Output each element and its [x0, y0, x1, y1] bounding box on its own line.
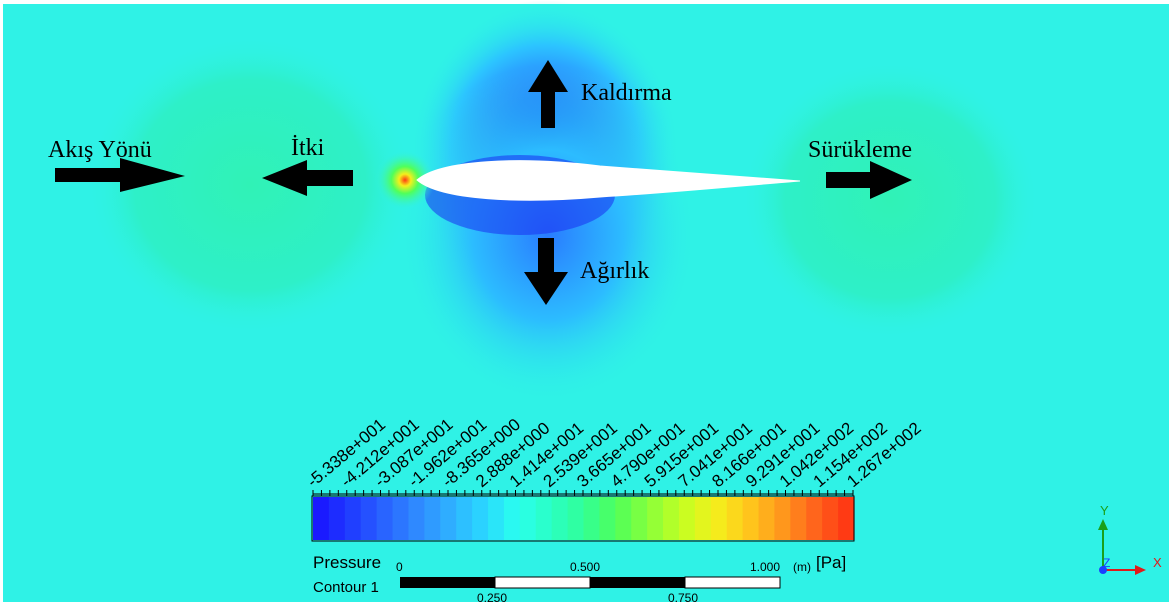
z-axis-point — [1099, 566, 1107, 574]
length-scale-bar: 0 0.500 1.000 (m) 0.250 0.750 — [396, 560, 811, 605]
legend-color-band — [344, 497, 362, 540]
legend-minor-ticks — [312, 490, 854, 496]
scale-label-end: 1.000 — [750, 560, 780, 574]
lift-arrow — [528, 60, 568, 128]
label-flow-direction: Akış Yönü — [48, 137, 152, 163]
suction-region-bottom — [398, 65, 698, 405]
legend-color-band — [806, 497, 823, 540]
legend-bar-frame — [311, 495, 855, 542]
legend-color-band — [710, 497, 728, 540]
airfoil — [416, 160, 801, 201]
z-axis-label: Z — [1103, 556, 1110, 570]
legend-color-band — [519, 497, 537, 540]
legend-color-band — [376, 497, 394, 540]
legend-color-band — [583, 497, 601, 540]
legend-color-band — [503, 497, 521, 540]
scale-label-mid: 0.500 — [570, 560, 600, 574]
scale-label-0: 0 — [396, 560, 403, 574]
legend-color-band — [663, 497, 680, 540]
stagnation-point — [375, 150, 435, 210]
scale-segment-1 — [400, 577, 495, 588]
scale-unit: (m) — [793, 560, 811, 574]
legend-color-band — [472, 497, 489, 540]
legend-color-band — [758, 497, 776, 540]
legend-unit: [Pa] — [816, 553, 846, 572]
flow-direction-arrow — [55, 158, 185, 192]
legend-color-band — [790, 497, 807, 540]
axis-triad: Y X Z — [1098, 503, 1162, 575]
legend-color-band — [535, 497, 553, 540]
legend-color-band — [774, 497, 791, 540]
wake-region — [740, 60, 1040, 340]
legend-color-band — [313, 497, 330, 540]
upstream-region — [85, 35, 415, 335]
legend-color-band — [822, 497, 839, 540]
legend-color-band — [631, 497, 648, 540]
scale-label-quarter: 0.250 — [477, 591, 507, 605]
legend-color-band — [726, 497, 744, 540]
legend-color-band — [440, 497, 457, 540]
y-axis-arrowhead — [1098, 519, 1108, 530]
legend-color-band — [838, 497, 855, 540]
y-axis-label: Y — [1100, 503, 1109, 518]
label-thrust: İtki — [291, 135, 325, 161]
legend-color-bar — [313, 497, 855, 540]
legend-variable: Pressure — [313, 553, 381, 572]
legend-color-band — [615, 497, 632, 540]
legend-color-band — [328, 497, 346, 540]
scale-label-three-quarter: 0.750 — [668, 591, 698, 605]
weight-arrow — [524, 238, 568, 305]
thrust-arrow — [262, 160, 353, 196]
label-lift: Kaldırma — [581, 80, 672, 106]
legend-color-band — [742, 497, 760, 540]
legend-color-band — [456, 497, 473, 540]
x-axis-arrowhead — [1135, 565, 1146, 575]
legend-color-band — [408, 497, 425, 540]
legend-color-band — [567, 497, 585, 540]
contour-name: Contour 1 — [313, 579, 379, 596]
label-weight: Ağırlık — [580, 258, 649, 284]
x-axis-label: X — [1153, 555, 1162, 570]
legend-color-band — [678, 497, 696, 540]
scale-segment-2 — [494, 576, 591, 589]
legend-color-band — [360, 497, 378, 540]
scale-segment-3 — [590, 577, 685, 588]
scale-segment-4 — [684, 576, 781, 589]
label-drag: Sürükleme — [808, 137, 912, 163]
legend-color-band — [599, 497, 616, 540]
legend-color-band — [488, 497, 505, 540]
legend-color-band — [694, 497, 712, 540]
legend-color-band — [392, 497, 410, 540]
legend-color-band — [647, 497, 664, 540]
drag-arrow — [826, 161, 912, 199]
legend-color-band — [551, 497, 569, 540]
legend-color-band — [424, 497, 441, 540]
